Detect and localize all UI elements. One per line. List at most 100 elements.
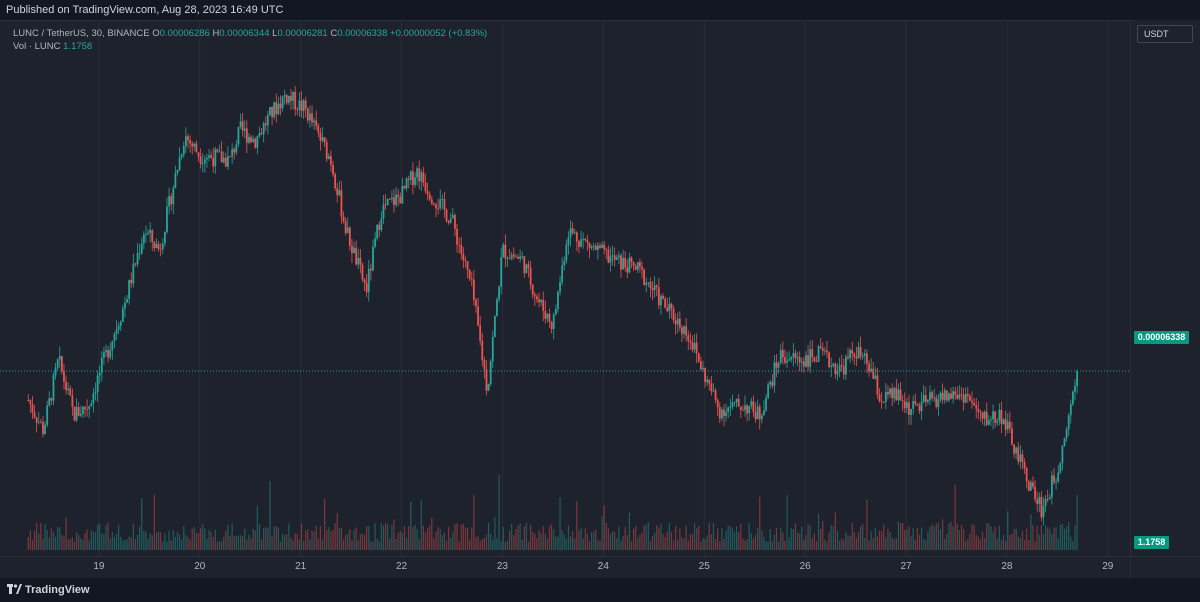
candle-body — [735, 398, 738, 403]
candle-body — [52, 375, 55, 401]
candle-body — [962, 394, 965, 403]
volume-bar — [540, 533, 542, 550]
candle-body — [603, 244, 606, 250]
volume-bar — [525, 522, 528, 550]
volume-bar — [853, 531, 855, 550]
candle-body — [596, 245, 599, 251]
candle-body — [847, 356, 849, 359]
candle-body — [609, 256, 612, 263]
high-label: H — [212, 28, 220, 39]
volume-bar — [788, 537, 790, 550]
volume-bar — [126, 539, 128, 550]
volume-bar — [607, 528, 609, 550]
volume-bar — [925, 540, 927, 550]
candle-body — [241, 121, 244, 131]
candle-body — [399, 196, 402, 204]
volume-bar — [1015, 528, 1017, 550]
legend-volume-row: Vol · LUNC 1.1758 — [13, 40, 487, 53]
candle-body — [859, 346, 862, 357]
candle-body — [302, 100, 305, 111]
time-axis[interactable]: 19 20 21 22 23 24 25 26 27 28 29 — [0, 556, 1130, 578]
candle-body — [487, 383, 490, 391]
candle-body — [281, 96, 284, 109]
volume-bar — [441, 535, 443, 550]
volume-bar — [752, 538, 755, 550]
candle-body — [153, 241, 156, 248]
volume-bar — [254, 530, 256, 550]
symbol-label[interactable]: LUNC / TetherUS, 30, BINANCE — [13, 28, 150, 39]
volume-bar — [410, 501, 412, 550]
candle-body — [519, 256, 522, 259]
candle-body — [697, 353, 700, 362]
candle-body — [1032, 482, 1034, 487]
candle-body — [220, 151, 223, 163]
candle-body — [857, 346, 860, 359]
candle-body — [866, 353, 868, 364]
volume-bar — [141, 497, 143, 550]
candle-body — [1061, 445, 1064, 464]
volume-bar — [479, 541, 481, 550]
footer-brand[interactable]: TradingView — [25, 584, 90, 596]
candle-body — [512, 254, 515, 257]
volume-bar — [471, 527, 473, 550]
candle-body — [559, 282, 561, 292]
candle-body — [615, 257, 618, 260]
candle-body — [905, 402, 908, 409]
candle-body — [348, 227, 351, 246]
candle-body — [742, 409, 744, 411]
volume-bar — [868, 540, 870, 550]
candle-body — [1050, 475, 1053, 498]
volume-bar — [263, 528, 265, 550]
candle-body — [67, 388, 70, 391]
volume-bar — [563, 534, 565, 550]
volume-bar — [973, 525, 975, 550]
candle-body — [451, 215, 454, 219]
price-scale[interactable] — [1130, 20, 1200, 556]
candle-body — [786, 360, 788, 363]
candle-body — [699, 361, 702, 370]
volume-bar — [109, 537, 111, 550]
candle-body — [119, 321, 122, 327]
volume-bar — [937, 523, 939, 550]
candle-body — [737, 398, 740, 407]
volume-bar — [866, 499, 868, 550]
candle-body — [180, 154, 183, 157]
candle-body — [819, 346, 822, 349]
chart-pane[interactable] — [0, 20, 1130, 557]
candle-body — [689, 340, 692, 343]
volume-bar — [485, 534, 488, 550]
volume-bar — [567, 525, 570, 550]
volume-bar — [548, 526, 551, 550]
publish-header: Published on TradingView.com, Aug 28, 20… — [0, 0, 1200, 20]
candle-body — [706, 379, 709, 383]
volume-bar — [374, 523, 376, 550]
volume-bar — [666, 531, 668, 550]
volume-bar — [29, 530, 31, 550]
candle-body — [1076, 371, 1079, 386]
volume-bar — [357, 540, 359, 550]
candlestick-chart[interactable] — [0, 20, 1130, 556]
candle-body — [193, 143, 196, 147]
candle-body — [756, 406, 759, 420]
volume-bar — [200, 528, 202, 550]
candle-body — [262, 123, 265, 135]
candle-body — [145, 234, 147, 236]
volume-bar — [1066, 526, 1068, 550]
volume-bar — [769, 528, 771, 550]
currency-button[interactable]: USDT — [1137, 25, 1193, 43]
candle-body — [60, 356, 63, 372]
volume-bar — [542, 526, 544, 550]
candle-body — [893, 387, 896, 399]
volume-bar — [498, 474, 500, 550]
volume-bar — [33, 530, 36, 550]
volume-bar — [780, 527, 782, 550]
volume-bar — [576, 501, 578, 550]
volume-bar — [1034, 541, 1036, 550]
candle-body — [254, 138, 257, 148]
volume-bar — [927, 531, 929, 550]
candle-body — [418, 168, 421, 182]
volume-label[interactable]: Vol · LUNC — [13, 41, 61, 52]
candle-body — [599, 245, 601, 248]
volume-bar — [118, 524, 120, 550]
volume-bar — [633, 528, 635, 550]
